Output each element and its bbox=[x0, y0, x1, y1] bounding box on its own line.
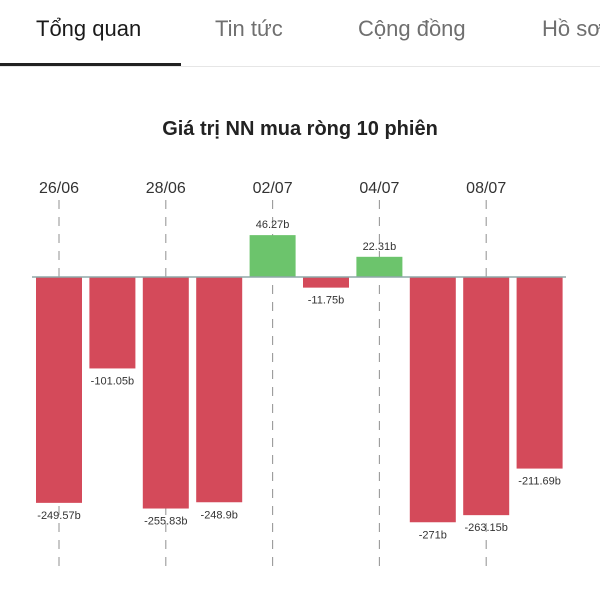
data-labels: -249.57b -101.05b -255.83b -248.9b 46.27b -11… bbox=[37, 219, 561, 541]
data-label: -263.15b bbox=[464, 522, 507, 534]
data-label: -271b bbox=[419, 529, 447, 541]
tab-profile[interactable]: Hồ sơ bbox=[542, 16, 600, 41]
x-tick-label: 02/07 bbox=[253, 180, 293, 197]
tab-community[interactable]: Cộng đồng bbox=[358, 16, 466, 41]
bar bbox=[196, 277, 243, 503]
bar bbox=[36, 277, 82, 503]
tab-overview[interactable]: Tổng quan bbox=[36, 16, 142, 41]
bar bbox=[89, 277, 136, 369]
x-tick-label: 04/07 bbox=[359, 180, 399, 197]
bar bbox=[249, 235, 296, 277]
bar bbox=[409, 277, 456, 523]
x-tick-labels: 26/06 28/06 02/07 04/07 08/07 bbox=[39, 180, 506, 197]
data-label: -211.69b bbox=[518, 476, 561, 488]
chart-title: Giá trị NN mua ròng 10 phiên bbox=[162, 118, 438, 140]
tab-news[interactable]: Tin tức bbox=[215, 16, 283, 41]
data-label: 46.27b bbox=[256, 219, 290, 231]
data-label: -101.05b bbox=[91, 375, 134, 387]
data-label: -11.75b bbox=[308, 295, 345, 307]
data-label: 22.31b bbox=[363, 241, 397, 253]
bar bbox=[356, 256, 403, 277]
tab-bar: Tổng quan Tin tức Cộng đồng Hồ sơ bbox=[0, 0, 600, 68]
tabs-divider bbox=[0, 66, 600, 67]
data-label: -249.57b bbox=[37, 510, 80, 522]
active-tab-indicator bbox=[0, 63, 181, 66]
x-tick-label: 08/07 bbox=[466, 180, 506, 197]
x-tick-label: 28/06 bbox=[146, 180, 186, 197]
bar bbox=[463, 277, 510, 516]
data-label: -248.9b bbox=[201, 509, 238, 521]
bar bbox=[303, 277, 349, 288]
bar bbox=[516, 277, 563, 469]
x-tick-label: 26/06 bbox=[39, 180, 79, 197]
bar bbox=[142, 277, 189, 509]
bars bbox=[36, 235, 563, 523]
data-label: -255.83b bbox=[144, 516, 187, 528]
